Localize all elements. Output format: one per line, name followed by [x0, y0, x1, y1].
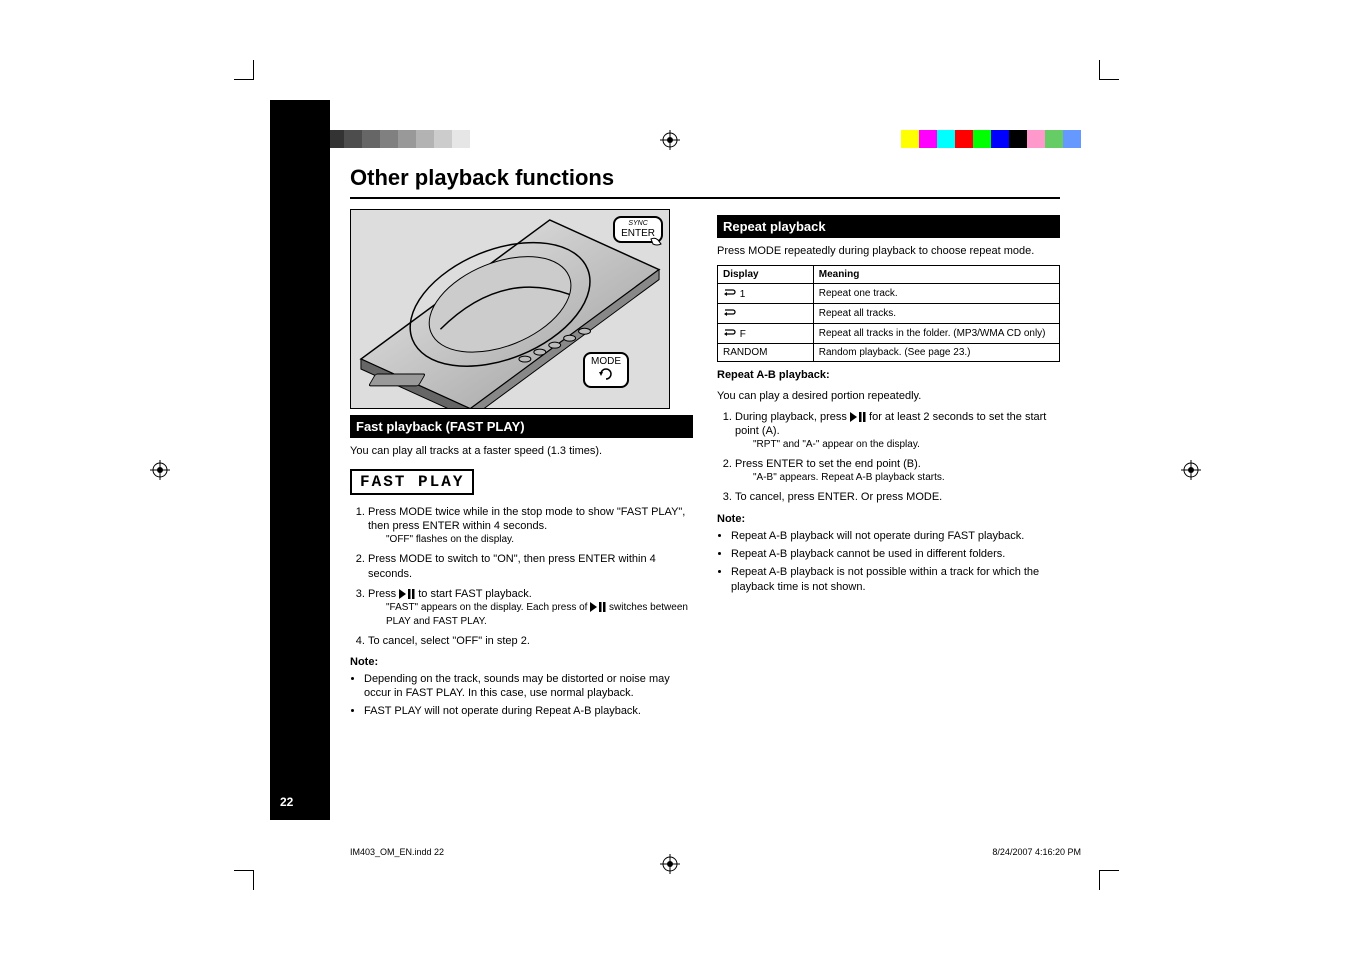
footer-date: 8/24/2007 4:16:20 PM — [992, 847, 1081, 857]
ab-step-2-note: "A-B" appears. Repeat A-B playback start… — [753, 471, 1060, 484]
ab-intro: You can play a desired portion repeatedl… — [717, 389, 1060, 404]
play-pause-icon — [850, 410, 866, 424]
crop-mark-tr — [1099, 60, 1119, 80]
heading-rule — [350, 197, 1060, 199]
fast-play-steps: Press MODE twice while in the stop mode … — [368, 505, 693, 648]
table-row: F Repeat all tracks in the folder. (MP3/… — [718, 323, 1060, 343]
col-meaning: Meaning — [813, 265, 1059, 283]
cell-display — [718, 303, 814, 323]
cell-display: 1 — [718, 283, 814, 303]
table-row: 1 Repeat one track. — [718, 283, 1060, 303]
play-pause-icon — [590, 601, 606, 614]
note-item: Repeat A-B playback is not possible with… — [731, 565, 1060, 594]
ab-steps: During playback, press for at least 2 se… — [735, 410, 1060, 505]
repeat-icon — [723, 307, 737, 317]
right-column: Repeat playback Press MODE repeatedly du… — [717, 209, 1060, 723]
cell-meaning: Repeat all tracks in the folder. (MP3/WM… — [813, 323, 1059, 343]
page-number: 22 — [280, 795, 293, 809]
crop-mark-tl — [234, 60, 254, 80]
cell-meaning: Random playback. (See page 23.) — [813, 343, 1059, 361]
cell-display: F — [718, 323, 814, 343]
table-header-row: Display Meaning — [718, 265, 1060, 283]
step-1: Press MODE twice while in the stop mode … — [368, 505, 693, 547]
page-content: Other playback functions — [350, 165, 1060, 723]
ab-step-2: Press ENTER to set the end point (B). "A… — [735, 457, 1060, 484]
step-2: Press MODE to switch to "ON", then press… — [368, 552, 693, 581]
table-row: RANDOM Random playback. (See page 23.) — [718, 343, 1060, 361]
cell-display: RANDOM — [718, 343, 814, 361]
rotate-icon — [597, 367, 615, 381]
sync-label: SYNC — [621, 220, 655, 228]
crop-mark-br — [1099, 870, 1119, 890]
repeat-heading: Repeat playback — [717, 215, 1060, 238]
cell-meaning: Repeat all tracks. — [813, 303, 1059, 323]
enter-button-callout: SYNC ENTER — [613, 216, 663, 243]
mode-label: MODE — [591, 356, 621, 367]
device-illustration: SYNC ENTER MODE — [350, 209, 670, 409]
col-display: Display — [718, 265, 814, 283]
note-item: Repeat A-B playback will not operate dur… — [731, 529, 1060, 543]
step-3: Press to start FAST playback. "FAST" app… — [368, 587, 693, 628]
ab-notes: Repeat A-B playback will not operate dur… — [731, 529, 1060, 594]
registration-mark-bottom — [660, 854, 680, 874]
ab-step-1-note: "RPT" and "A-" appear on the display. — [753, 438, 1060, 451]
repeat-modes-table: Display Meaning 1 Repeat one track. Rep — [717, 265, 1060, 362]
repeat-icon — [723, 287, 737, 297]
step-1-note: "OFF" flashes on the display. — [386, 533, 693, 546]
ab-step-1: During playback, press for at least 2 se… — [735, 410, 1060, 452]
play-pause-icon — [399, 587, 415, 601]
mode-button-callout: MODE — [583, 352, 629, 388]
ab-step-3: To cancel, press ENTER. Or press MODE. — [735, 490, 1060, 504]
ab-note-heading: Note: — [717, 513, 1060, 525]
fast-play-notes: Depending on the track, sounds may be di… — [364, 672, 693, 719]
page-sidebar — [270, 100, 330, 820]
registration-mark-left — [150, 460, 170, 480]
color-calibration-bar — [901, 130, 1099, 148]
cell-meaning: Repeat one track. — [813, 283, 1059, 303]
step-4: To cancel, select "OFF" in step 2. — [368, 634, 693, 648]
note-item: Repeat A-B playback cannot be used in di… — [731, 547, 1060, 561]
repeat-icon — [723, 327, 737, 337]
footer-filename: IM403_OM_EN.indd 22 — [350, 847, 444, 857]
step-3-note: "FAST" appears on the display. Each pres… — [386, 601, 693, 627]
fast-play-intro: You can play all tracks at a faster spee… — [350, 444, 693, 459]
lcd-display: FAST PLAY — [350, 469, 474, 495]
page-heading: Other playback functions — [350, 165, 1060, 191]
hand-pointer-icon — [649, 237, 663, 247]
crop-mark-bl — [234, 870, 254, 890]
ab-heading: Repeat A-B playback: — [717, 368, 1060, 383]
note-item: Depending on the track, sounds may be di… — [364, 672, 693, 701]
registration-mark-right — [1181, 460, 1201, 480]
note-heading: Note: — [350, 656, 693, 668]
note-item: FAST PLAY will not operate during Repeat… — [364, 704, 693, 718]
registration-mark-top — [660, 130, 680, 150]
table-row: Repeat all tracks. — [718, 303, 1060, 323]
left-column: SYNC ENTER MODE Fast playback (FAST PLAY… — [350, 209, 693, 723]
fast-play-heading: Fast playback (FAST PLAY) — [350, 415, 693, 438]
repeat-intro: Press MODE repeatedly during playback to… — [717, 244, 1060, 259]
